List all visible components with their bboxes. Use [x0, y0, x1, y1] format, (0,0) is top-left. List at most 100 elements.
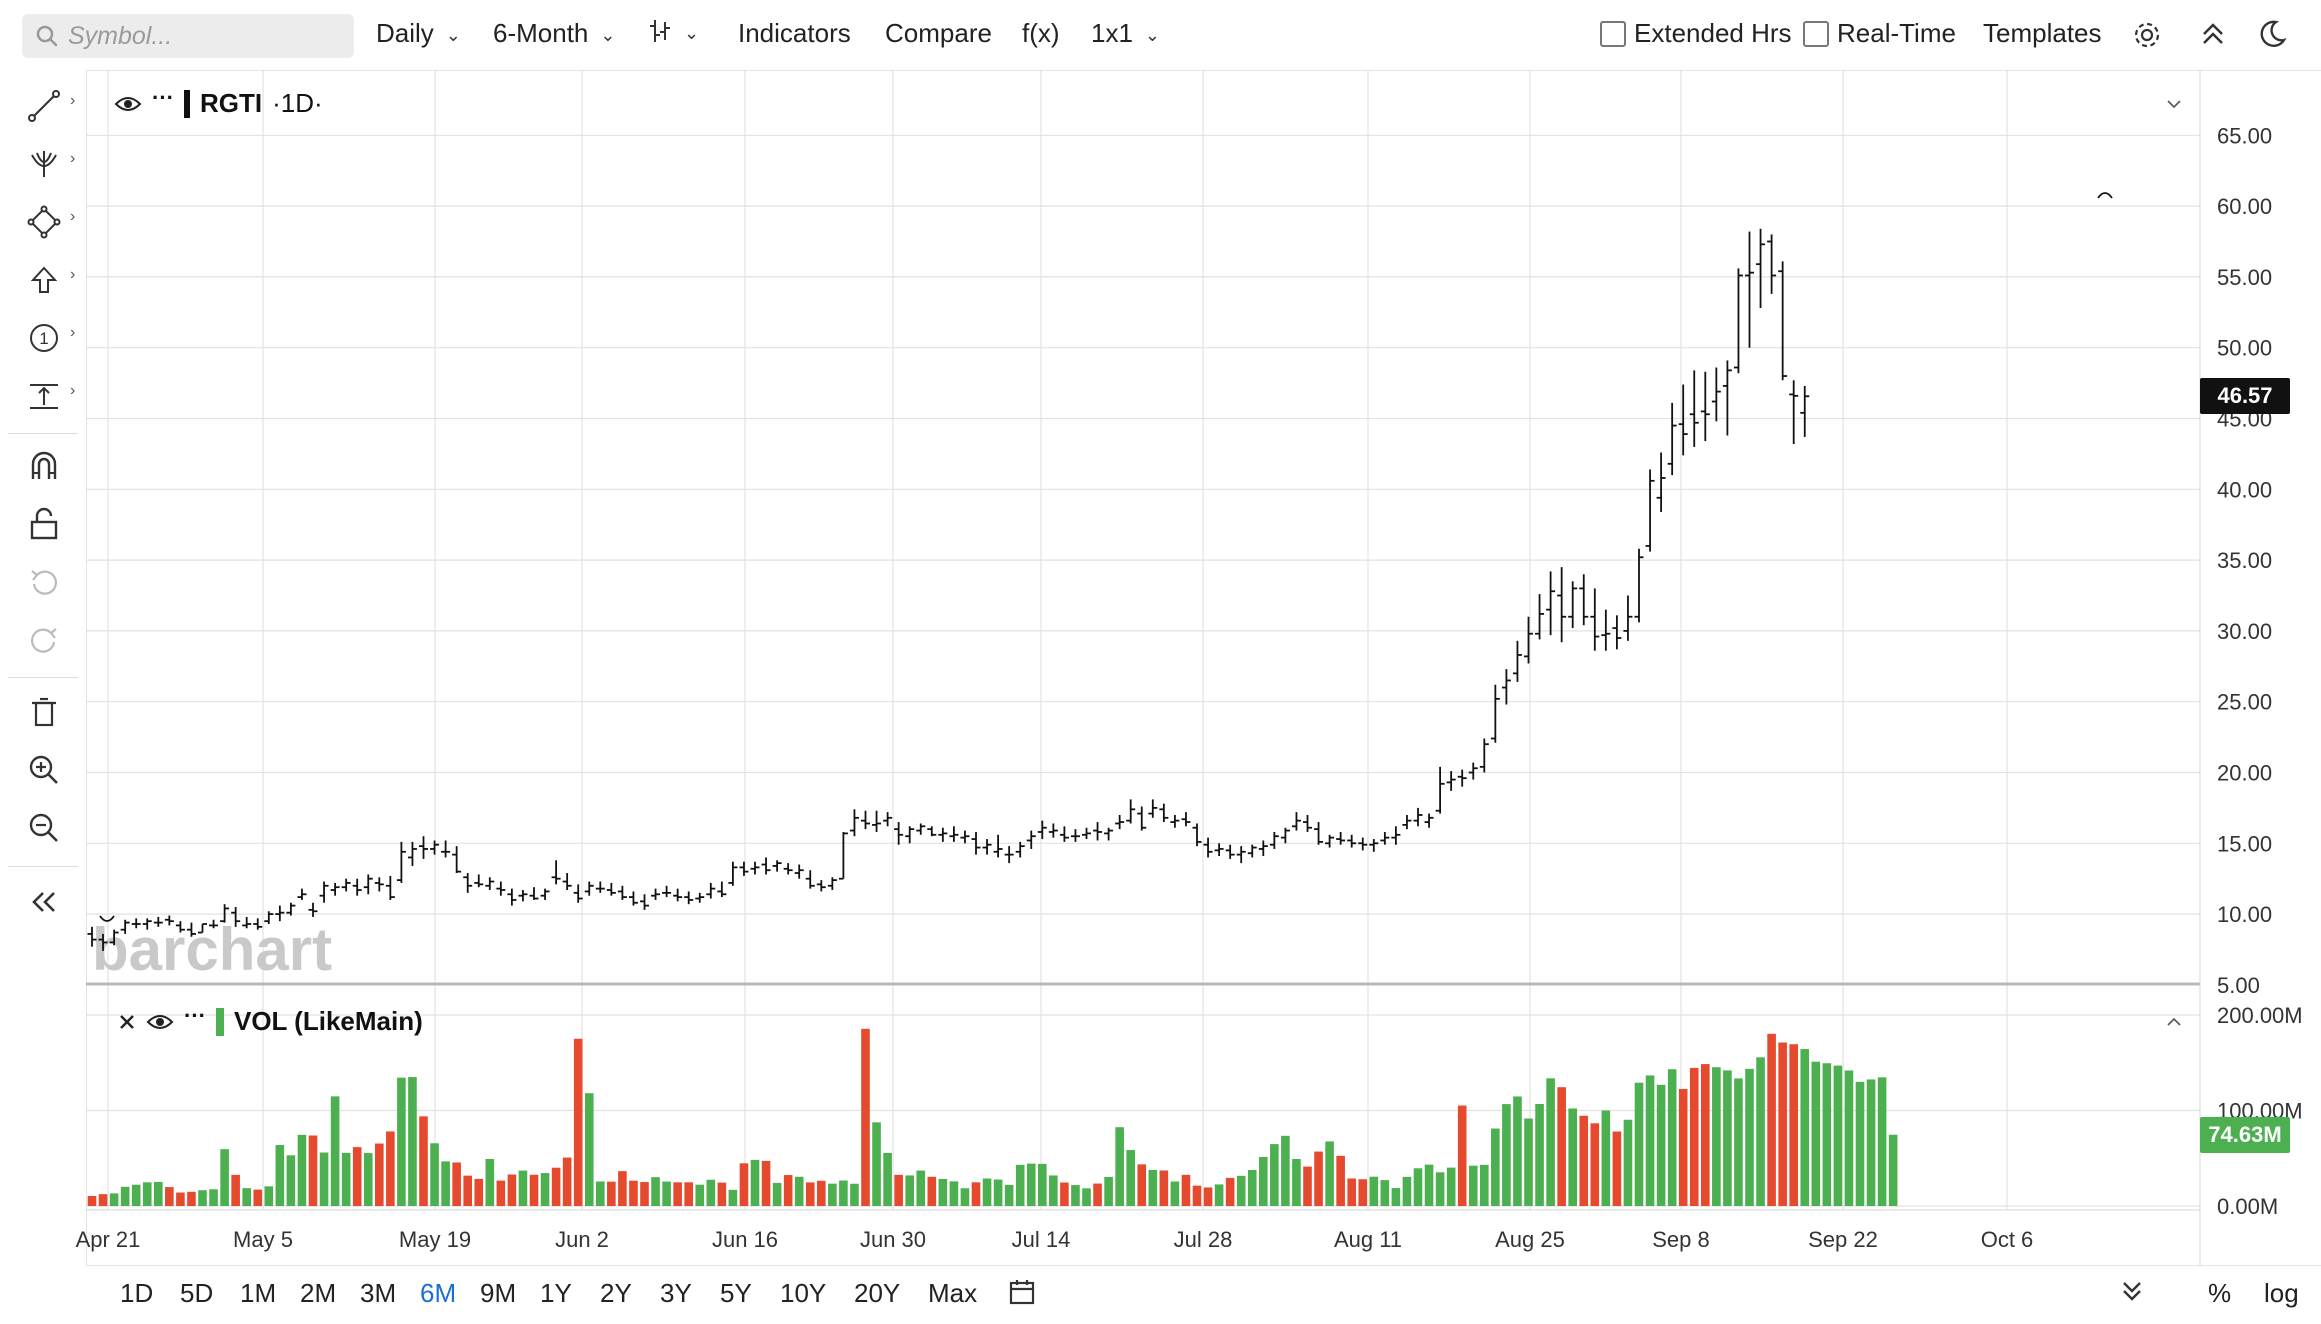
real-time-checkbox[interactable]	[1803, 20, 1829, 47]
volume-bar	[1446, 1167, 1456, 1206]
ohlc-bar	[341, 878, 351, 892]
shape-tool[interactable]	[22, 200, 66, 244]
volume-bar	[1756, 1057, 1765, 1206]
period-button-1y[interactable]: 1Y	[540, 1278, 572, 1308]
watermark: barchart	[92, 916, 332, 983]
main-legend[interactable]: ··· RGTI ·1D·	[114, 84, 323, 119]
period-button-10y[interactable]: 10Y	[780, 1278, 827, 1308]
extended-hrs-toggle[interactable]: Extended Hrs	[1600, 18, 1792, 49]
delete-button[interactable]	[22, 690, 66, 734]
fib-fan-tool[interactable]	[22, 142, 66, 186]
volume-bar	[739, 1163, 749, 1206]
eye-icon[interactable]	[114, 95, 142, 113]
ohlc-bar	[1557, 567, 1567, 643]
high-marker	[2097, 192, 2113, 199]
period-button-3y[interactable]: 3Y	[660, 1278, 692, 1308]
templates-button[interactable]: Templates	[1983, 18, 2102, 48]
fx-button[interactable]: f(x)	[1022, 18, 1060, 48]
range-dropdown[interactable]: 6-Month ⌄	[493, 18, 615, 49]
percent-scale-toggle[interactable]: %	[2208, 1278, 2232, 1308]
number-marker-tool[interactable]: 1	[22, 316, 66, 360]
log-scale-toggle[interactable]: log	[2264, 1278, 2299, 1308]
volume-bar	[728, 1189, 738, 1206]
collapse-toolbar-button[interactable]	[2200, 20, 2226, 48]
trend-line-tool[interactable]	[22, 84, 66, 128]
top-toolbar: Symbol... Daily ⌄ 6-Month ⌄ ⌄ Indicators C…	[0, 0, 2321, 71]
settings-button[interactable]	[2132, 20, 2162, 50]
volume-pane-collapse-icon[interactable]	[2167, 1017, 2181, 1026]
main-pane-collapse-icon[interactable]	[2167, 100, 2181, 109]
period-button-2y[interactable]: 2Y	[600, 1278, 632, 1308]
real-time-toggle[interactable]: Real-Time	[1803, 18, 1956, 49]
period-button-6m[interactable]: 6M	[420, 1278, 457, 1308]
tool-expand-icon[interactable]: ›	[70, 324, 76, 341]
volume-bar	[209, 1189, 218, 1206]
indicators-button[interactable]: Indicators	[738, 18, 851, 48]
period-button-5y[interactable]: 5Y	[720, 1278, 752, 1308]
volume-bar	[441, 1161, 450, 1206]
ohlc-bar	[297, 888, 307, 900]
ohlc-bar	[827, 877, 837, 891]
interval-dropdown[interactable]: Daily ⌄	[376, 18, 461, 49]
measure-tool[interactable]	[22, 374, 66, 418]
volume-bar	[1325, 1141, 1334, 1206]
more-icon[interactable]: ···	[152, 84, 174, 110]
volume-bar	[430, 1143, 439, 1206]
volume-bar	[673, 1182, 682, 1206]
lock-button[interactable]	[22, 502, 66, 546]
more-periods-button[interactable]	[2120, 1278, 2144, 1309]
volume-bar	[905, 1175, 914, 1206]
magnet-button[interactable]	[22, 444, 66, 488]
search-icon	[36, 25, 58, 47]
ohlc-bar	[783, 863, 793, 875]
period-button-5d[interactable]: 5D	[180, 1278, 214, 1308]
eye-icon[interactable]	[146, 1013, 174, 1031]
ohlc-bar	[452, 846, 462, 874]
volume-bar	[540, 1173, 550, 1206]
redo-button[interactable]	[22, 618, 66, 662]
ohlc-bar	[1082, 827, 1091, 840]
period-button-1m[interactable]: 1M	[240, 1278, 277, 1308]
ohlc-bar	[1402, 814, 1412, 830]
more-icon[interactable]: ···	[184, 1002, 206, 1028]
period-button-1d[interactable]: 1D	[120, 1278, 154, 1308]
chart-type-dropdown[interactable]: ⌄	[648, 18, 699, 44]
tool-expand-icon[interactable]: ›	[70, 92, 76, 109]
price-chart[interactable]: barchart 65.0060.0055.0050.0045.0040.003…	[0, 0, 2321, 1265]
zoom-in-button[interactable]	[22, 748, 66, 792]
ohlc-bar	[275, 905, 285, 922]
extended-hrs-checkbox[interactable]	[1600, 20, 1626, 47]
ohlc-bar	[1767, 234, 1777, 294]
period-button-max[interactable]: Max	[928, 1278, 978, 1308]
arrow-tool[interactable]	[22, 258, 66, 302]
ohlc-bar	[872, 810, 882, 832]
period-button-9m[interactable]: 9M	[480, 1278, 517, 1308]
period-button-20y[interactable]: 20Y	[854, 1278, 901, 1308]
tool-expand-icon[interactable]: ›	[70, 150, 76, 167]
symbol-search[interactable]: Symbol...	[22, 14, 354, 58]
undo-button[interactable]	[22, 560, 66, 604]
layout-dropdown[interactable]: 1x1 ⌄	[1091, 18, 1160, 49]
volume-bar	[529, 1174, 539, 1206]
ohlc-bar	[949, 826, 959, 842]
volume-bar	[187, 1191, 196, 1206]
zoom-out-button[interactable]	[22, 806, 66, 850]
ohlc-bar	[1579, 574, 1589, 626]
volume-bar	[1402, 1176, 1412, 1206]
search-input[interactable]: Symbol...	[68, 21, 173, 50]
volume-bar	[1159, 1170, 1169, 1206]
tool-expand-icon[interactable]: ›	[70, 208, 76, 225]
period-button-2m[interactable]: 2M	[300, 1278, 337, 1308]
compare-button[interactable]: Compare	[885, 18, 992, 48]
volume-legend[interactable]: ··· VOL (LikeMain)	[118, 1002, 423, 1037]
dark-mode-button[interactable]	[2256, 18, 2288, 50]
period-button-3m[interactable]: 3M	[360, 1278, 397, 1308]
volume-bar	[1789, 1044, 1798, 1206]
date-range-button[interactable]	[1008, 1278, 1036, 1311]
volume-bar	[971, 1182, 981, 1206]
close-icon[interactable]	[118, 1013, 136, 1031]
collapse-sidebar-button[interactable]	[22, 880, 66, 924]
tool-expand-icon[interactable]: ›	[70, 382, 76, 399]
tool-expand-icon[interactable]: ›	[70, 266, 76, 283]
number-marker-icon: 1	[30, 324, 58, 352]
